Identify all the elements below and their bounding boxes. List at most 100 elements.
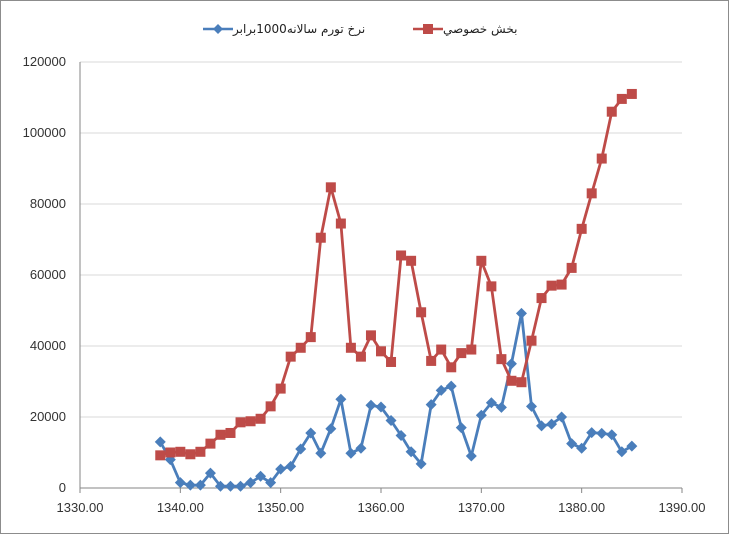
data-point	[295, 443, 307, 455]
data-point	[426, 355, 437, 366]
data-point	[476, 255, 487, 266]
data-point	[536, 420, 548, 432]
data-point	[536, 293, 547, 304]
data-point	[235, 417, 246, 428]
data-point	[235, 480, 247, 492]
data-point	[415, 458, 427, 470]
data-point	[606, 429, 618, 441]
data-point	[626, 88, 637, 99]
data-point	[335, 218, 346, 229]
data-point	[616, 93, 627, 104]
data-point	[396, 250, 407, 261]
data-point	[405, 446, 417, 458]
legend-label-private-sector: بخش خصوصي	[443, 22, 518, 36]
data-point	[586, 427, 598, 439]
data-point	[325, 182, 336, 193]
data-point	[456, 348, 467, 359]
data-point	[475, 409, 487, 421]
data-point	[285, 460, 297, 472]
data-point	[566, 438, 578, 450]
legend-item-private-sector: بخش خصوصي	[413, 19, 517, 39]
x-tick-label: 1350.00	[257, 500, 304, 515]
data-point	[174, 477, 186, 489]
data-point	[345, 342, 356, 353]
series-line-0	[159, 311, 633, 488]
data-point	[466, 344, 477, 355]
data-point	[505, 358, 517, 370]
y-tick-label: 20000	[30, 409, 66, 424]
y-tick-label: 0	[59, 480, 66, 495]
data-point	[315, 447, 327, 459]
data-point	[526, 335, 537, 346]
data-point	[586, 188, 597, 199]
data-point	[596, 153, 607, 164]
x-tick-label: 1390.00	[659, 500, 706, 515]
legend-label-inflation: نرخ تورم سالانه1000برابر	[233, 22, 366, 36]
data-point	[445, 380, 457, 392]
data-point	[255, 470, 267, 482]
data-point	[275, 383, 286, 394]
data-point	[275, 463, 287, 475]
data-point	[245, 416, 256, 427]
data-point	[195, 446, 206, 457]
data-point	[406, 255, 417, 266]
data-point	[255, 413, 266, 424]
data-point	[425, 399, 437, 411]
data-point	[616, 446, 628, 458]
data-point	[416, 307, 427, 318]
data-point	[465, 450, 477, 462]
data-point	[496, 354, 507, 365]
data-point	[566, 262, 577, 273]
x-tick-label: 1340.00	[157, 500, 204, 515]
y-tick-label: 40000	[30, 338, 66, 353]
legend-marker-inflation	[203, 24, 233, 34]
data-point	[194, 479, 206, 491]
data-point	[606, 106, 617, 117]
y-tick-label: 120000	[23, 54, 66, 69]
data-point	[516, 377, 527, 388]
data-point	[576, 223, 587, 234]
data-point	[214, 480, 226, 492]
data-point	[515, 307, 527, 319]
data-point	[355, 442, 367, 454]
y-tick-label: 80000	[30, 196, 66, 211]
y-tick-label: 60000	[30, 267, 66, 282]
data-point	[184, 479, 196, 491]
data-point	[165, 447, 176, 458]
data-point	[315, 232, 326, 243]
data-point	[506, 375, 517, 386]
data-point	[175, 446, 186, 457]
data-point	[215, 429, 226, 440]
data-point	[154, 436, 166, 448]
data-point	[355, 351, 366, 362]
data-point	[225, 427, 236, 438]
data-point	[365, 330, 376, 341]
data-point	[546, 418, 558, 430]
data-point	[295, 342, 306, 353]
data-point	[205, 438, 216, 449]
data-point	[265, 477, 277, 489]
data-point	[546, 280, 557, 291]
data-point	[204, 467, 216, 479]
data-point	[385, 415, 397, 427]
data-point	[455, 422, 467, 434]
legend-marker-private-sector	[413, 24, 443, 34]
data-point	[155, 450, 166, 461]
data-point	[446, 362, 457, 373]
data-point	[285, 351, 296, 362]
data-point	[526, 400, 537, 412]
data-point	[556, 279, 567, 290]
data-point	[375, 401, 387, 413]
data-point	[225, 480, 236, 492]
data-point	[365, 399, 377, 411]
x-tick-label: 1360.00	[358, 500, 405, 515]
data-point	[305, 427, 317, 439]
data-point	[185, 449, 196, 460]
legend: نرخ تورم سالانه1000برابر بخش خصوصي	[0, 19, 730, 39]
data-point	[335, 393, 347, 405]
data-point	[435, 384, 447, 396]
data-point	[626, 440, 638, 452]
data-point	[486, 281, 497, 292]
